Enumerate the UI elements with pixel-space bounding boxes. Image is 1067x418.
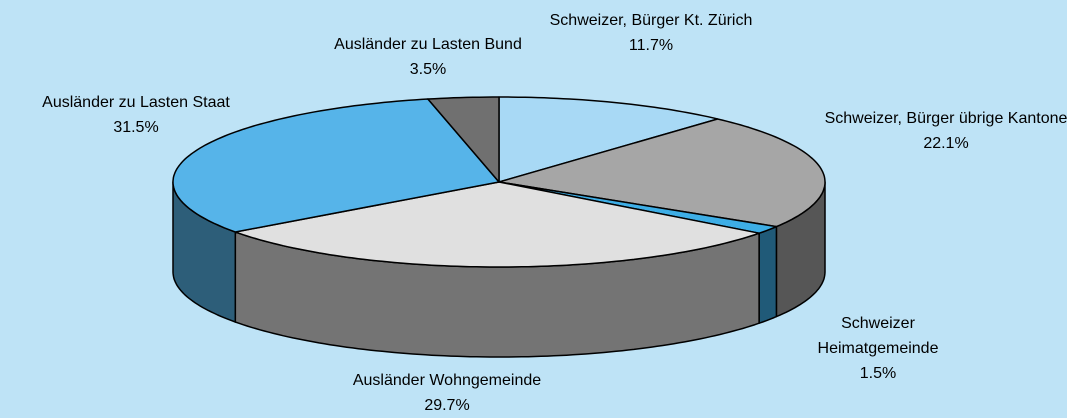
slice-label: Schweizer, Bürger Kt. Zürich 11.7% <box>536 8 766 58</box>
slice <box>498 96 719 183</box>
category-label: Schweizer, Bürger Kt. Zürich <box>549 12 753 29</box>
value-label: 11.7% <box>628 37 674 54</box>
category-label: Schweizer, Bürger übrige Kantone <box>824 110 1067 127</box>
value-label: 29.7% <box>424 397 470 414</box>
category-label: Ausländer Wohngemeinde <box>352 372 542 389</box>
slice <box>172 98 500 233</box>
category-label: Schweizer Heimatgemeinde <box>817 315 939 357</box>
value-label: 22.1% <box>923 135 969 152</box>
slice-label: Schweizer Heimatgemeinde 1.5% <box>798 311 958 386</box>
slice-side <box>758 225 778 324</box>
slice <box>234 181 760 268</box>
value-label: 1.5% <box>859 365 897 382</box>
value-label: 31.5% <box>113 119 159 136</box>
category-label: Ausländer zu Lasten Bund <box>334 36 522 53</box>
slice <box>427 96 500 183</box>
value-label: 3.5% <box>409 61 447 78</box>
slice-label: Schweizer, Bürger übrige Kantone 22.1% <box>821 106 1067 156</box>
slice-label: Ausländer Wohngemeinde 29.7% <box>317 368 577 418</box>
slice-label: Ausländer zu Lasten Staat 31.5% <box>1 90 271 140</box>
category-label: Ausländer zu Lasten Staat <box>42 94 230 111</box>
slice-label: Ausländer zu Lasten Bund 3.5% <box>293 32 563 82</box>
slice <box>498 118 826 228</box>
